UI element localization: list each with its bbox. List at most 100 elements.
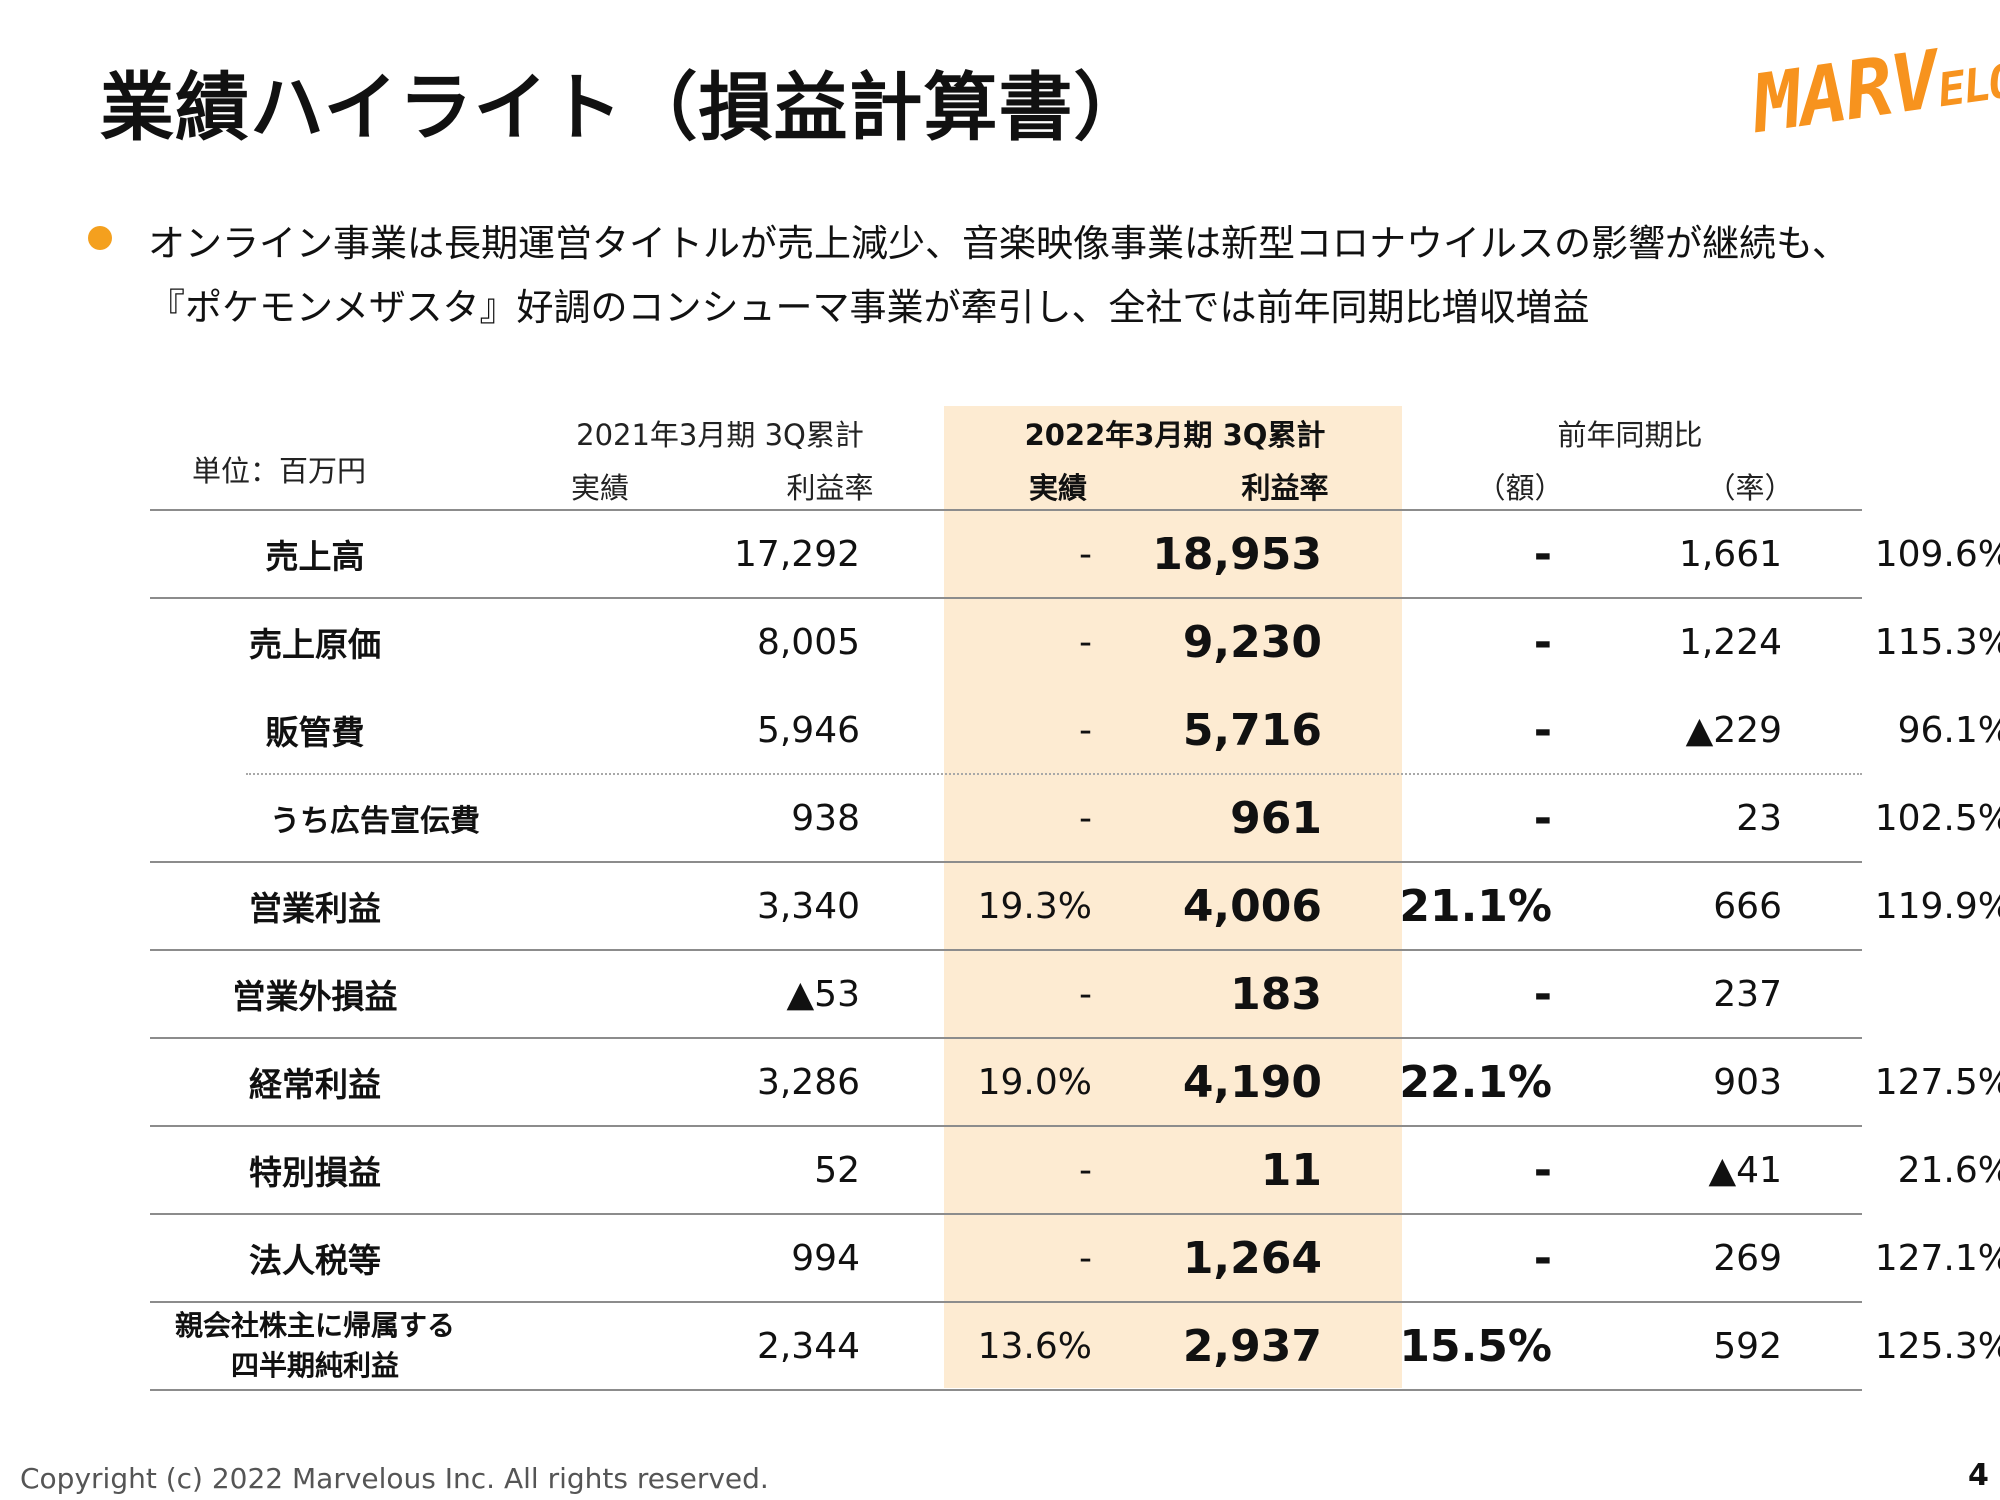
table-rule — [150, 509, 1862, 511]
prev-actual: 938 — [791, 797, 860, 839]
bullet-dot-icon — [88, 226, 112, 250]
yoy-amount: 903 — [1713, 1061, 1782, 1103]
row-label: 営業利益 — [249, 889, 381, 928]
table-rule — [150, 1389, 1862, 1391]
table-rule — [150, 1037, 1862, 1039]
curr-actual: 9,230 — [1182, 616, 1322, 668]
yoy-rate: 127.5% — [1874, 1061, 2000, 1103]
summary-line-1: オンライン事業は長期運営タイトルが売上減少、音楽映像事業は新型コロナウイルスの影… — [148, 222, 1849, 265]
table-row: うち広告宣伝費 938 - 961 - 23 102.5% — [150, 775, 2000, 861]
row-label: 営業外損益 — [232, 977, 398, 1016]
curr-margin: - — [1533, 1232, 1552, 1284]
prev-actual: 17,292 — [734, 533, 860, 575]
row-label: 親会社株主に帰属する 四半期純利益 — [150, 1303, 480, 1389]
current-period-highlight — [944, 406, 1402, 1388]
curr-actual: 4,190 — [1182, 1056, 1322, 1108]
row-label: 売上原価 — [249, 625, 381, 664]
prev-margin: 19.0% — [977, 1061, 1092, 1103]
yoy-amount: 237 — [1713, 973, 1782, 1015]
table-rule — [150, 1213, 1862, 1215]
curr-actual: 11 — [1260, 1144, 1322, 1196]
yoy-rate: 119.9% — [1874, 885, 2000, 927]
prev-actual: 52 — [814, 1149, 860, 1191]
row-label-line-2: 四半期純利益 — [230, 1349, 399, 1382]
curr-margin: - — [1533, 968, 1552, 1020]
curr-margin: - — [1533, 792, 1552, 844]
curr-margin: - — [1533, 704, 1552, 756]
yoy-amount: 592 — [1713, 1325, 1782, 1367]
curr-margin: 15.5% — [1399, 1320, 1552, 1372]
row-label: 売上高 — [265, 537, 365, 576]
prev-margin: 19.3% — [977, 885, 1092, 927]
yoy-rate: 21.6% — [1897, 1149, 2000, 1191]
yoy-rate: 125.3% — [1874, 1325, 2000, 1367]
copyright: Copyright (c) 2022 Marvelous Inc. All ri… — [20, 1462, 769, 1495]
curr-margin: 21.1% — [1399, 880, 1552, 932]
curr-margin: 22.1% — [1399, 1056, 1552, 1108]
page-title: 業績ハイライト（損益計算書） — [100, 65, 1149, 151]
table-row: 売上高 17,292 - 18,953 - 1,661 109.6% — [150, 511, 2000, 597]
yoy-amount: 1,224 — [1678, 621, 1782, 663]
table-rule — [150, 1125, 1862, 1127]
marvelous-logo: MARVELOUS! — [1747, 12, 2000, 151]
table-rule — [150, 597, 1862, 599]
subheader-curr-actual: 実績 — [1028, 471, 1087, 505]
table-rule — [150, 1301, 1862, 1303]
prev-margin: - — [1079, 533, 1092, 575]
yoy-rate: 115.3% — [1874, 621, 2000, 663]
yoy-rate: 127.1% — [1874, 1237, 2000, 1279]
yoy-amount: 269 — [1713, 1237, 1782, 1279]
yoy-amount: ▲41 — [1708, 1149, 1783, 1191]
page-number: 4 — [1968, 1458, 1989, 1493]
prev-actual: 2,344 — [756, 1325, 860, 1367]
prev-actual: 5,946 — [756, 709, 860, 751]
table-rule — [150, 861, 1862, 863]
prev-actual: ▲53 — [786, 973, 861, 1015]
yoy-rate: 102.5% — [1874, 797, 2000, 839]
table-row: 法人税等 994 - 1,264 - 269 127.1% — [150, 1215, 2000, 1301]
prev-actual: 994 — [791, 1237, 860, 1279]
table-row: 売上原価 8,005 - 9,230 - 1,224 115.3% — [150, 599, 2000, 685]
summary-text: オンライン事業は長期運営タイトルが売上減少、音楽映像事業は新型コロナウイルスの影… — [148, 212, 1908, 340]
table-rule — [150, 949, 1862, 951]
row-label: 販管費 — [265, 713, 365, 752]
subheader-prev-margin: 利益率 — [786, 471, 874, 505]
row-label-line-1: 親会社株主に帰属する — [174, 1309, 455, 1342]
yoy-amount: 666 — [1713, 885, 1782, 927]
table-row: 特別損益 52 - 11 - ▲41 21.6% — [150, 1127, 2000, 1213]
curr-margin: - — [1533, 616, 1552, 668]
curr-margin: - — [1533, 528, 1552, 580]
row-label: 法人税等 — [249, 1241, 381, 1280]
prev-actual: 3,286 — [756, 1061, 860, 1103]
prev-margin: - — [1079, 1237, 1092, 1279]
prev-margin: - — [1079, 621, 1092, 663]
curr-actual: 2,937 — [1182, 1320, 1322, 1372]
yoy-amount: 23 — [1736, 797, 1782, 839]
prev-actual: 3,340 — [756, 885, 860, 927]
curr-actual: 4,006 — [1182, 880, 1322, 932]
subheader-yoy-rate: （率） — [1706, 471, 1794, 505]
header-prev-period: 2021年3月期 3Q累計 — [576, 418, 864, 452]
curr-actual: 1,264 — [1182, 1232, 1322, 1284]
prev-margin: - — [1079, 797, 1092, 839]
row-label: 特別損益 — [249, 1153, 381, 1192]
table-row: 経常利益 3,286 19.0% 4,190 22.1% 903 127.5% — [150, 1039, 2000, 1125]
table-rule-dotted — [246, 773, 1862, 775]
yoy-amount: ▲229 — [1685, 709, 1782, 751]
table-row: 営業外損益 ▲53 - 183 - 237 - — [150, 951, 2000, 1037]
curr-actual: 5,716 — [1182, 704, 1322, 756]
header-yoy: 前年同期比 — [1557, 418, 1703, 452]
prev-margin: - — [1079, 1149, 1092, 1191]
unit-label: 単位：百万円 — [192, 454, 367, 488]
prev-actual: 8,005 — [756, 621, 860, 663]
curr-actual: 961 — [1230, 792, 1322, 844]
yoy-rate: - — [1782, 951, 2000, 1037]
header-curr-period: 2022年3月期 3Q累計 — [1024, 418, 1326, 452]
prev-margin: - — [1079, 973, 1092, 1015]
curr-actual: 18,953 — [1152, 528, 1322, 580]
logo-text-big: MARV — [1747, 33, 1943, 151]
subheader-curr-margin: 利益率 — [1241, 471, 1329, 505]
summary-line-2: 『ポケモンメザスタ』好調のコンシューマ事業が牽引し、全社では前年同期比増収増益 — [148, 286, 1590, 329]
yoy-rate: 109.6% — [1874, 533, 2000, 575]
yoy-amount: 1,661 — [1678, 533, 1782, 575]
